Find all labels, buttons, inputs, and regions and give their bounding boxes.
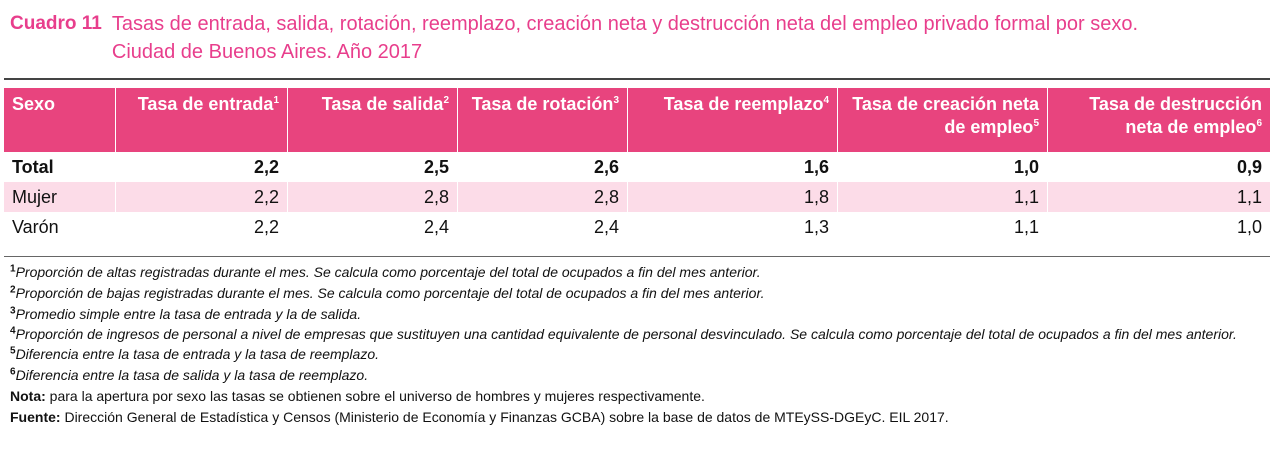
table-cell: 1,0 (838, 152, 1048, 182)
footnote-3: 3Promedio simple entre la tasa de entrad… (10, 305, 362, 322)
table-cell: 2,4 (458, 212, 628, 242)
table-cell: 2,4 (288, 212, 458, 242)
header-row: Sexo Tasa de entrada1 Tasa de salida2 Ta… (4, 88, 1270, 152)
table-cell: 2,6 (458, 152, 628, 182)
footnote-5: 5Diferencia entre la tasa de entrada y l… (10, 345, 379, 362)
header-cell: Tasa de reemplazo4 (628, 88, 838, 152)
title-text: Tasas de entrada, salida, rotación, reem… (112, 10, 1138, 66)
table-cell: 1,1 (1048, 182, 1270, 212)
table-cell: 1,3 (628, 212, 838, 242)
table-cell: 1,6 (628, 152, 838, 182)
footnote-1: 1Proporción de altas registradas durante… (10, 263, 761, 280)
table-row-varon: Varón 2,2 2,4 2,4 1,3 1,1 1,0 (4, 212, 1270, 242)
header-cell: Tasa de rotación3 (458, 88, 628, 152)
header-cell: Sexo (4, 88, 116, 152)
table-cell: 2,2 (116, 152, 288, 182)
table-cell: 2,5 (288, 152, 458, 182)
table-row-total: Total 2,2 2,5 2,6 1,6 1,0 0,9 (4, 152, 1270, 182)
header-cell: Tasa de creación neta de empleo5 (838, 88, 1048, 152)
footnote-4: 4Proporción de ingresos de personal a ni… (10, 325, 1237, 342)
row-label: Mujer (4, 182, 116, 212)
table-cell: 1,8 (628, 182, 838, 212)
footnote-2: 2Proporción de bajas registradas durante… (10, 284, 765, 301)
table-row-mujer: Mujer 2,2 2,8 2,8 1,8 1,1 1,1 (4, 182, 1270, 212)
footnote-6: 6Diferencia entre la tasa de salida y la… (10, 366, 369, 383)
row-label: Varón (4, 212, 116, 242)
title-divider (4, 78, 1270, 80)
table-cell: 1,1 (838, 212, 1048, 242)
header-cell: Tasa de destrucción neta de empleo6 (1048, 88, 1270, 152)
title-line-2: Ciudad de Buenos Aires. Año 2017 (111, 41, 423, 63)
title-line-1: Tasas de entrada, salida, rotación, reem… (111, 13, 1138, 35)
table-number: Cuadro 11 (10, 13, 102, 34)
table-cell: 2,8 (288, 182, 458, 212)
data-table: Sexo Tasa de entrada1 Tasa de salida2 Ta… (4, 88, 1270, 242)
table-cell: 2,8 (458, 182, 628, 212)
table-title: Cuadro 11 Tasas de entrada, salida, rota… (10, 10, 1260, 66)
table-cell: 1,0 (1236, 216, 1262, 237)
table-bottom-rule (4, 256, 1270, 257)
table-cell: 2,2 (116, 212, 288, 242)
header-cell: Tasa de salida2 (288, 88, 458, 152)
table-cell: 1,1 (838, 182, 1048, 212)
source-line: Fuente: Dirección General de Estadística… (10, 409, 949, 425)
table-cell: 2,2 (116, 182, 288, 212)
footnotes: 1Proporción de altas registradas durante… (10, 262, 1268, 428)
note-line: Nota: para la apertura por sexo las tasa… (10, 388, 705, 404)
table-cell: 0,9 (1236, 156, 1262, 177)
row-label: Total (4, 152, 116, 182)
header-cell: Tasa de entrada1 (116, 88, 288, 152)
